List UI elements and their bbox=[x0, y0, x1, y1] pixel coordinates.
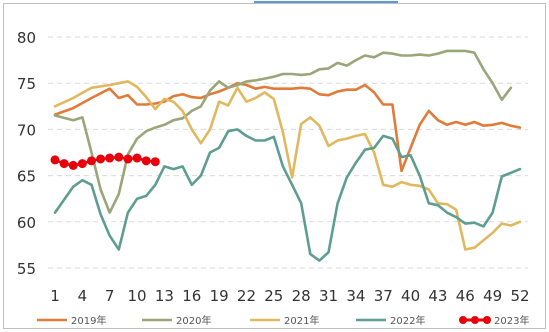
x-tick-label: 52 bbox=[510, 287, 529, 305]
data-point bbox=[105, 153, 115, 163]
legend-label: 2022年 bbox=[390, 314, 425, 327]
data-point bbox=[86, 156, 96, 166]
legend-marker bbox=[483, 316, 491, 324]
x-tick-label: 16 bbox=[182, 287, 201, 305]
x-tick-label: 13 bbox=[155, 287, 174, 305]
data-point bbox=[141, 156, 151, 166]
series-line-2021年 bbox=[53, 80, 522, 251]
data-point bbox=[59, 159, 69, 169]
series-line-2019年 bbox=[53, 81, 522, 173]
data-point bbox=[123, 154, 133, 164]
legend-marker bbox=[459, 316, 467, 324]
x-axis-tick-labels: 1 4 7 10 13 16 19 22 25 28 31 34 37 40 43 46 49 52 bbox=[50, 287, 529, 305]
chart-border bbox=[3, 3, 546, 329]
legend: 2019年 2020年 2021年 2022年 2023年 bbox=[37, 314, 529, 327]
y-tick-label: 55 bbox=[17, 260, 36, 278]
y-tick-label: 75 bbox=[17, 75, 36, 93]
x-tick-label: 25 bbox=[264, 287, 283, 305]
data-point bbox=[68, 160, 78, 170]
y-tick-label: 65 bbox=[17, 168, 36, 186]
series-lines bbox=[50, 49, 522, 262]
y-tick-label: 60 bbox=[17, 214, 36, 232]
y-tick-label: 70 bbox=[17, 121, 36, 139]
x-tick-label: 28 bbox=[292, 287, 311, 305]
x-tick-label: 40 bbox=[401, 287, 420, 305]
x-tick-label: 19 bbox=[210, 287, 229, 305]
x-tick-label: 43 bbox=[428, 287, 447, 305]
data-point bbox=[77, 159, 87, 169]
x-tick-label: 7 bbox=[105, 287, 115, 305]
legend-marker bbox=[471, 316, 479, 324]
gridlines bbox=[48, 36, 528, 269]
y-axis-tick-labels: 55 60 65 70 75 80 bbox=[17, 29, 36, 278]
legend-label: 2023年 bbox=[494, 314, 529, 327]
x-tick-label: 37 bbox=[374, 287, 393, 305]
x-tick-label: 22 bbox=[237, 287, 256, 305]
legend-label: 2020年 bbox=[176, 314, 211, 327]
data-point bbox=[150, 157, 160, 167]
series-line-2022年 bbox=[53, 128, 522, 262]
legend-label: 2019年 bbox=[71, 314, 106, 327]
data-point bbox=[50, 155, 60, 165]
x-tick-label: 46 bbox=[456, 287, 475, 305]
x-tick-label: 10 bbox=[128, 287, 147, 305]
data-point bbox=[114, 152, 124, 162]
data-point bbox=[96, 154, 106, 164]
x-tick-label: 4 bbox=[78, 287, 88, 305]
data-point bbox=[132, 153, 142, 163]
series-line-2020年 bbox=[53, 49, 513, 214]
x-tick-label: 31 bbox=[319, 287, 338, 305]
legend-label: 2021年 bbox=[284, 314, 319, 327]
y-tick-label: 80 bbox=[17, 29, 36, 47]
x-tick-label: 34 bbox=[346, 287, 365, 305]
x-tick-label: 1 bbox=[50, 287, 60, 305]
x-tick-label: 49 bbox=[483, 287, 502, 305]
